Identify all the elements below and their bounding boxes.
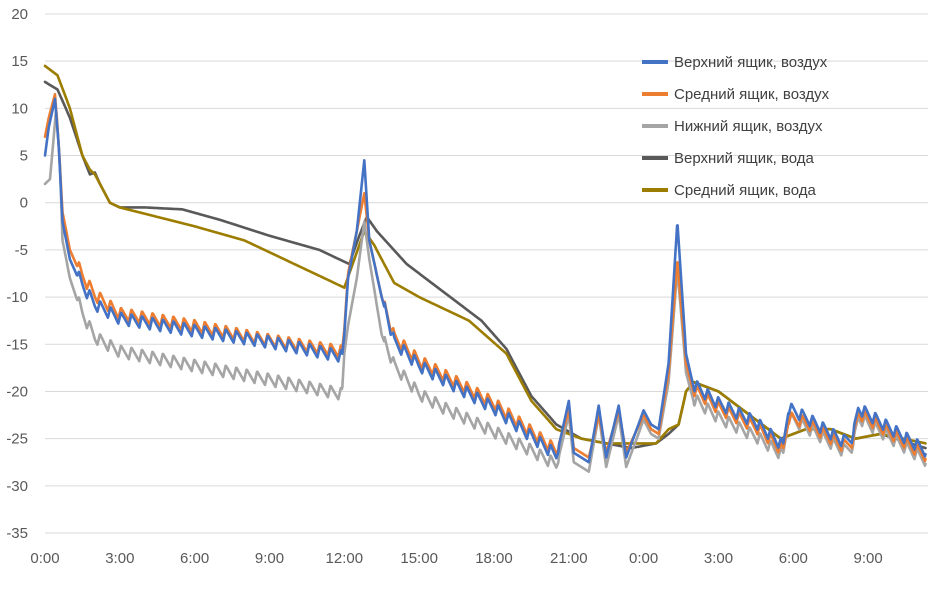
y-tick-label: -15 [6,336,28,353]
legend-label: Верхний ящик, вода [674,150,815,167]
y-tick-label: -10 [6,289,28,306]
series-line-3 [43,80,927,450]
y-tick-label: -30 [6,478,28,495]
y-axis-tick-labels: 20 15 10 5 0 -5 -10 -15 -20 -25 -30 -35 [6,6,28,542]
x-tick-label: 0:00 [629,550,658,567]
y-tick-label: -5 [15,242,28,259]
legend: Верхний ящик, воздух Средний ящик, воздух… [642,54,830,199]
y-tick-label: -20 [6,383,28,400]
series-line-4 [43,64,927,445]
x-tick-label: 9:00 [854,550,883,567]
x-tick-label: 3:00 [704,550,733,567]
legend-label: Нижний ящик, воздух [674,118,823,135]
series-lines [43,64,927,473]
series-line-0 [43,97,927,464]
y-tick-label: 20 [11,6,28,23]
y-tick-label: 0 [20,195,28,212]
y-tick-label: -35 [6,525,28,542]
legend-label: Верхний ящик, воздух [674,54,828,71]
x-tick-label: 6:00 [180,550,209,567]
y-tick-label: 15 [11,53,28,70]
legend-label: Средний ящик, воздух [674,86,830,103]
x-tick-label: 12:00 [326,550,364,567]
x-tick-label: 9:00 [255,550,284,567]
x-tick-label: 3:00 [105,550,134,567]
x-tick-label: 6:00 [779,550,808,567]
x-tick-label: 18:00 [475,550,513,567]
y-tick-label: 10 [11,100,28,117]
x-axis-tick-labels: 0:00 3:00 6:00 9:00 12:00 15:00 18:00 21:00 0:00… [30,550,882,567]
y-tick-label: 5 [20,148,28,165]
series-line-2 [43,109,927,473]
legend-label: Средний ящик, вода [674,182,816,199]
y-tick-label: -25 [6,431,28,448]
x-tick-label: 0:00 [30,550,59,567]
x-tick-label: 21:00 [550,550,588,567]
x-tick-label: 15:00 [400,550,438,567]
